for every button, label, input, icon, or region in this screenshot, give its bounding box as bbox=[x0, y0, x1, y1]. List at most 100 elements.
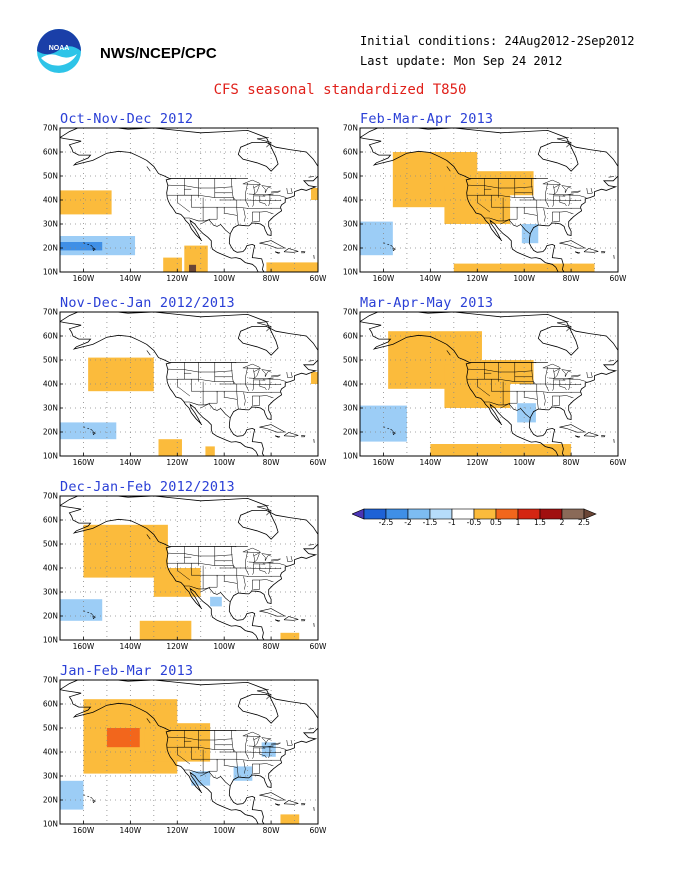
noaa-logo: NOAA bbox=[36, 28, 82, 74]
state-boundary bbox=[243, 576, 246, 590]
y-tick-label: 70N bbox=[343, 308, 358, 317]
lake-outline bbox=[571, 374, 581, 377]
state-boundary bbox=[245, 551, 250, 576]
colorbar-label: -0.5 bbox=[466, 518, 482, 527]
coastline bbox=[288, 664, 331, 704]
map-plot: 70N 60N 50N 40N 30N 20N 10N 160W 140W 120W 100W 80W… bbox=[343, 308, 627, 468]
island-outline bbox=[256, 321, 272, 332]
y-tick-label: 20N bbox=[43, 612, 58, 621]
state-boundary bbox=[523, 391, 538, 400]
anomaly-region bbox=[517, 403, 536, 423]
x-tick-label: 160W bbox=[73, 458, 95, 467]
state-boundary bbox=[253, 212, 260, 222]
anomaly-region bbox=[189, 264, 197, 272]
island-outline bbox=[390, 244, 393, 247]
island-outline bbox=[392, 247, 396, 252]
state-boundary bbox=[230, 546, 234, 569]
island-outline bbox=[392, 431, 396, 436]
island-outline bbox=[83, 610, 86, 612]
anomaly-region bbox=[163, 257, 182, 272]
x-tick-label: 100W bbox=[513, 274, 535, 283]
y-tick-label: 50N bbox=[43, 172, 58, 181]
org-label: NWS/NCEP/CPC bbox=[100, 45, 217, 62]
island-outline bbox=[87, 427, 90, 430]
y-tick-label: 10N bbox=[43, 636, 58, 645]
y-tick-label: 30N bbox=[343, 404, 358, 413]
y-tick-label: 70N bbox=[343, 124, 358, 133]
border bbox=[484, 401, 531, 419]
y-tick-label: 70N bbox=[43, 308, 58, 317]
lake-outline bbox=[262, 377, 274, 380]
state-boundary bbox=[491, 390, 581, 393]
y-tick-label: 60N bbox=[43, 516, 58, 525]
state-boundary bbox=[253, 764, 260, 774]
island-outline bbox=[92, 799, 96, 804]
border bbox=[184, 585, 231, 603]
anomaly-region bbox=[280, 632, 300, 640]
state-boundary bbox=[252, 379, 254, 391]
x-tick-label: 60W bbox=[610, 274, 628, 283]
x-tick-label: 60W bbox=[310, 642, 328, 651]
x-tick-label: 100W bbox=[213, 826, 235, 835]
state-boundary bbox=[559, 379, 567, 391]
state-boundary bbox=[200, 402, 211, 409]
anomaly-region bbox=[310, 188, 318, 200]
coastline bbox=[288, 112, 331, 152]
state-boundary bbox=[248, 561, 287, 566]
state-boundary bbox=[200, 218, 211, 225]
state-boundary bbox=[223, 575, 238, 584]
state-boundary bbox=[545, 367, 550, 392]
island-outline bbox=[301, 619, 306, 622]
x-tick-label: 140W bbox=[119, 826, 141, 835]
y-tick-label: 50N bbox=[343, 356, 358, 365]
state-boundary bbox=[543, 392, 546, 406]
map-content bbox=[60, 112, 331, 272]
island-outline bbox=[556, 137, 572, 148]
coastline bbox=[360, 128, 618, 272]
island-outline bbox=[446, 350, 451, 356]
x-tick-label: 140W bbox=[119, 274, 141, 283]
state-boundary bbox=[500, 218, 511, 225]
state-boundary bbox=[491, 206, 581, 209]
state-boundary bbox=[248, 745, 287, 750]
state-boundary bbox=[253, 580, 260, 590]
x-tick-label: 100W bbox=[213, 458, 235, 467]
state-boundary bbox=[536, 200, 539, 226]
state-boundary bbox=[551, 212, 553, 224]
coastline bbox=[60, 496, 318, 640]
island-outline bbox=[259, 424, 286, 433]
colorbar-label: 1 bbox=[515, 518, 521, 527]
lake-outline bbox=[271, 558, 281, 561]
y-tick-label: 10N bbox=[343, 268, 358, 277]
island-outline bbox=[146, 350, 151, 356]
x-tick-label: 120W bbox=[166, 274, 188, 283]
x-tick-label: 60W bbox=[310, 826, 328, 835]
anomaly-region bbox=[139, 620, 192, 640]
state-boundary bbox=[467, 368, 485, 370]
state-boundary bbox=[467, 184, 485, 186]
state-boundary bbox=[252, 395, 274, 399]
lake-outline bbox=[562, 193, 574, 196]
y-tick-label: 10N bbox=[43, 268, 58, 277]
y-tick-label: 20N bbox=[343, 244, 358, 253]
panel-title: Dec-Jan-Feb 2012/2013 bbox=[60, 479, 235, 495]
island-outline bbox=[308, 728, 315, 730]
panel-title: Nov-Dec-Jan 2012/2013 bbox=[60, 295, 235, 311]
state-boundary bbox=[167, 736, 185, 738]
map-content bbox=[60, 664, 331, 824]
x-tick-label: 80W bbox=[263, 826, 281, 835]
state-boundary bbox=[290, 739, 293, 745]
lake-outline bbox=[253, 553, 260, 564]
state-boundary bbox=[290, 371, 293, 377]
border bbox=[184, 769, 231, 787]
state-boundary bbox=[259, 195, 267, 207]
state-boundary bbox=[252, 747, 254, 759]
panel-title: Jan-Feb-Mar 2013 bbox=[60, 663, 194, 679]
island-outline bbox=[259, 792, 286, 801]
anomaly-region bbox=[210, 596, 222, 607]
state-boundary bbox=[177, 563, 191, 581]
y-tick-label: 40N bbox=[343, 196, 358, 205]
y-tick-label: 40N bbox=[43, 380, 58, 389]
panel-djf-2012: Dec-Jan-Feb 2012/2013 70N 60N 50N 40N 30N 20N… bbox=[40, 479, 330, 652]
island-outline bbox=[92, 615, 96, 620]
